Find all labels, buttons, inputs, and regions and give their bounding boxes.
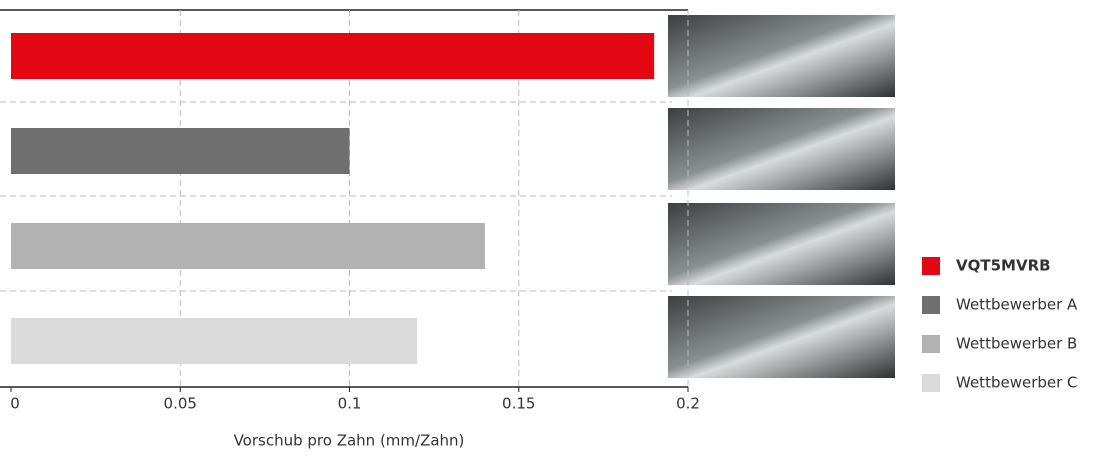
legend-swatch	[922, 335, 940, 353]
legend-label: Wettbewerber C	[956, 374, 1078, 392]
x-tick-label: 0.15	[502, 395, 535, 413]
chart: Vorschub pro Zahn (mm/Zahn) 0 0.05 0.1 0.15…	[0, 0, 1100, 459]
x-tick-label: 0.1	[338, 395, 362, 413]
legend-label: Wettbewerber A	[956, 296, 1078, 314]
legend-swatch	[922, 257, 940, 275]
bar	[11, 33, 654, 79]
photos	[668, 15, 895, 378]
legend-swatch	[922, 374, 940, 392]
x-axis-label: Vorschub pro Zahn (mm/Zahn)	[234, 432, 465, 450]
bar	[11, 128, 350, 174]
x-tick-label: 0.2	[676, 395, 700, 413]
bar	[11, 318, 417, 364]
legend-label: Wettbewerber B	[956, 335, 1077, 353]
legend-label: VQT5MVRB	[956, 257, 1051, 275]
x-tick-label: 0	[10, 395, 20, 413]
legend-swatch	[922, 296, 940, 314]
x-tick-label: 0.05	[164, 395, 197, 413]
bar	[11, 223, 485, 269]
